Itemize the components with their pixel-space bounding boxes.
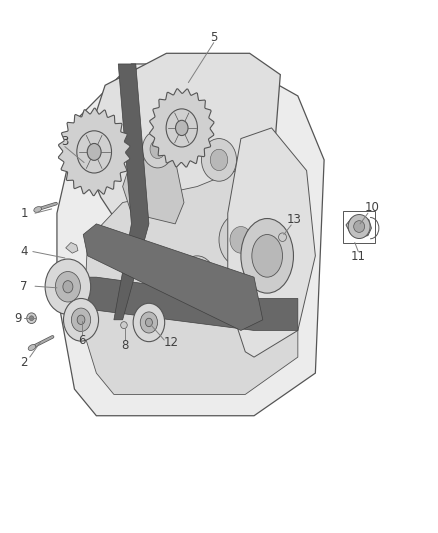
Ellipse shape	[55, 271, 81, 302]
Polygon shape	[114, 64, 149, 320]
Ellipse shape	[27, 313, 36, 324]
Ellipse shape	[133, 303, 165, 342]
Text: 6: 6	[78, 334, 86, 346]
Text: 3: 3	[61, 135, 68, 148]
Ellipse shape	[140, 312, 158, 333]
Ellipse shape	[180, 256, 215, 298]
Ellipse shape	[188, 266, 206, 288]
Ellipse shape	[201, 139, 237, 181]
Polygon shape	[346, 216, 371, 237]
Text: 11: 11	[351, 251, 366, 263]
Polygon shape	[57, 64, 324, 416]
Ellipse shape	[142, 131, 173, 168]
Ellipse shape	[77, 131, 112, 173]
Text: 9: 9	[14, 312, 21, 325]
Ellipse shape	[29, 316, 34, 321]
Ellipse shape	[64, 298, 99, 341]
Polygon shape	[88, 277, 298, 330]
Ellipse shape	[87, 143, 101, 160]
Ellipse shape	[34, 207, 42, 212]
Ellipse shape	[219, 213, 263, 266]
Ellipse shape	[252, 235, 283, 277]
Text: 4: 4	[20, 245, 28, 258]
Text: 8: 8	[121, 339, 128, 352]
Text: 2: 2	[20, 356, 28, 369]
Ellipse shape	[241, 219, 293, 293]
Text: 5: 5	[210, 31, 217, 44]
Text: 12: 12	[163, 336, 178, 349]
Ellipse shape	[77, 315, 85, 325]
Ellipse shape	[28, 344, 36, 351]
Polygon shape	[83, 160, 298, 394]
Polygon shape	[59, 108, 130, 196]
Polygon shape	[83, 224, 263, 330]
Text: 10: 10	[365, 201, 380, 214]
Ellipse shape	[230, 227, 252, 253]
Ellipse shape	[63, 281, 73, 293]
Ellipse shape	[45, 259, 91, 314]
Polygon shape	[88, 53, 280, 224]
Ellipse shape	[71, 308, 91, 332]
Text: 13: 13	[287, 213, 302, 226]
Polygon shape	[66, 243, 78, 253]
Text: 7: 7	[20, 280, 28, 293]
Ellipse shape	[348, 215, 370, 239]
Polygon shape	[150, 89, 214, 167]
Ellipse shape	[210, 149, 228, 171]
Text: 1: 1	[20, 207, 28, 220]
Ellipse shape	[176, 120, 188, 135]
Ellipse shape	[166, 109, 198, 147]
Polygon shape	[228, 128, 315, 357]
Polygon shape	[123, 160, 184, 224]
Bar	[343, 211, 375, 243]
Ellipse shape	[279, 233, 286, 241]
Ellipse shape	[150, 140, 166, 159]
Ellipse shape	[353, 221, 364, 232]
Ellipse shape	[120, 322, 127, 328]
Ellipse shape	[145, 318, 152, 327]
